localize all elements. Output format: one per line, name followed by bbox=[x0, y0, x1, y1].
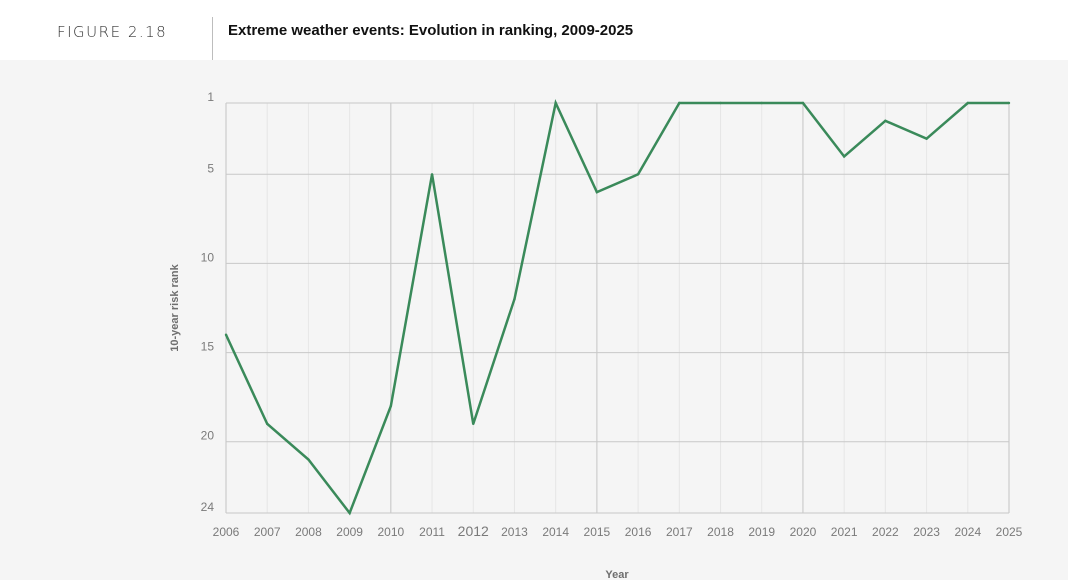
y-tick-label: 10 bbox=[201, 250, 215, 264]
figure-label: FIGURE 2.18 bbox=[57, 23, 168, 41]
figure-title: Extreme weather events: Evolution in ran… bbox=[228, 22, 634, 39]
data-point-2025 bbox=[1007, 101, 1011, 105]
y-tick-label: 5 bbox=[207, 161, 214, 175]
data-point-2006 bbox=[224, 333, 228, 336]
x-tick-label: 2009 bbox=[336, 525, 363, 539]
series-line bbox=[224, 99, 1009, 516]
data-point-2019 bbox=[760, 101, 763, 105]
x-tick-label: 2019 bbox=[748, 525, 775, 539]
x-tick-label: 2006 bbox=[213, 525, 240, 539]
data-point-2021 bbox=[842, 155, 846, 158]
x-tick-label: 2022 bbox=[872, 525, 899, 539]
y-axis-title: 10-year risk rank bbox=[169, 263, 181, 351]
x-tick-label: 2017 bbox=[666, 525, 693, 539]
data-point-2013 bbox=[513, 297, 516, 301]
data-point-2024 bbox=[966, 101, 969, 105]
x-tick-label: 2023 bbox=[913, 525, 940, 539]
x-tick-label: 2015 bbox=[584, 525, 611, 539]
data-point-2012 bbox=[472, 422, 475, 426]
data-point-2007 bbox=[266, 422, 269, 426]
x-tick-labels: 2006 2007 2008 2009 2010 2011 2012 2013 2014 2015… bbox=[213, 523, 1023, 539]
x-tick-label: 2013 bbox=[501, 525, 528, 539]
x-tick-label: 2011 bbox=[419, 525, 445, 539]
data-point-2010 bbox=[389, 404, 393, 408]
data-point-2014 bbox=[554, 101, 557, 105]
chart-panel bbox=[0, 60, 1068, 580]
series-layer bbox=[224, 99, 1011, 516]
y-tick-label: 1 bbox=[207, 90, 214, 104]
x-tick-label: 2025 bbox=[996, 525, 1023, 539]
x-tick-label: 2012 bbox=[458, 523, 489, 539]
x-tick-label: 2021 bbox=[831, 525, 858, 539]
y-tick-label: 24 bbox=[201, 500, 215, 514]
data-point-2020 bbox=[801, 101, 805, 105]
data-point-2018 bbox=[719, 101, 722, 105]
x-tick-label: 2020 bbox=[790, 525, 817, 539]
x-tick-label: 2016 bbox=[625, 525, 652, 539]
x-tick-label: 2018 bbox=[707, 525, 734, 539]
data-point-2017 bbox=[678, 101, 681, 105]
header-divider bbox=[212, 17, 213, 61]
x-tick-label: 2007 bbox=[254, 525, 281, 539]
data-point-2008 bbox=[307, 458, 310, 461]
x-tick-label: 2010 bbox=[377, 525, 404, 539]
data-point-2011 bbox=[430, 173, 434, 176]
data-point-2015 bbox=[595, 190, 599, 194]
y-tick-label: 15 bbox=[201, 340, 215, 354]
x-tick-label: 2014 bbox=[542, 525, 569, 539]
x-axis-title: Year bbox=[605, 569, 629, 580]
data-point-2016 bbox=[636, 173, 640, 176]
x-tick-label: 2008 bbox=[295, 525, 322, 539]
figure-header: FIGURE 2.18 Extreme weather events: Evol… bbox=[0, 0, 1068, 61]
x-tick-label: 2024 bbox=[954, 525, 981, 539]
data-point-2022 bbox=[884, 119, 887, 123]
grid-lines bbox=[225, 102, 1010, 514]
data-point-2023 bbox=[925, 137, 928, 140]
y-tick-label: 20 bbox=[201, 429, 215, 443]
data-point-2009 bbox=[348, 511, 351, 515]
